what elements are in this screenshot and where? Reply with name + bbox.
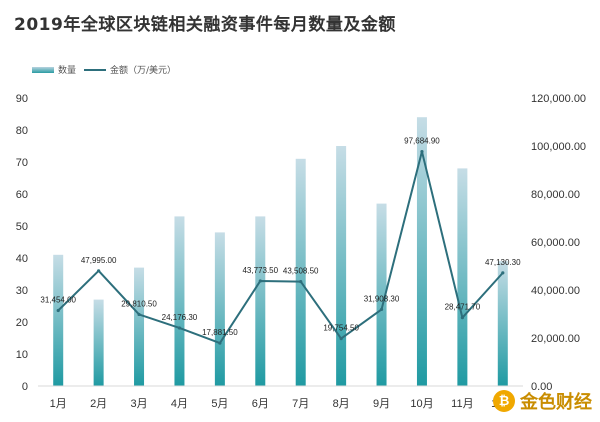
amount-data-label: 47,130.30: [485, 258, 521, 267]
y-right-tick-label: 80,000.00: [531, 189, 580, 201]
amount-point-3: [137, 312, 141, 317]
bar-8: [336, 146, 347, 386]
bar-7: [295, 158, 306, 386]
amount-data-label: 24,176.30: [162, 313, 198, 322]
y-right-tick-label: 20,000.00: [531, 333, 580, 345]
bar-12: [497, 261, 508, 386]
bar-9: [376, 203, 387, 386]
amount-point-1: [56, 308, 60, 313]
x-tick-label: 11月: [451, 398, 473, 410]
amount-point-10: [420, 149, 424, 154]
x-tick-label: 10月: [410, 398, 433, 410]
brand-name: 金色财经: [520, 392, 592, 413]
y-right-tick-label: 40,000.00: [531, 285, 580, 297]
x-tick-label: 4月: [171, 398, 188, 410]
x-tick-label: 6月: [252, 398, 269, 410]
bar-4: [174, 216, 185, 386]
amount-data-label: 19,754.50: [323, 324, 359, 333]
amount-line: [57, 150, 504, 345]
amount-data-label: 43,773.50: [242, 266, 278, 275]
amount-point-7: [299, 279, 303, 284]
legend-bar-swatch: [32, 66, 54, 73]
bar-5: [214, 232, 225, 386]
bar-1: [53, 254, 64, 386]
bar-2: [93, 299, 104, 386]
amount-data-label: 31,454.00: [40, 296, 76, 305]
brand-logo: ₿ 金色财经: [493, 388, 592, 414]
y-left-tick-label: 30: [16, 285, 28, 297]
amount-point-6: [258, 279, 262, 283]
legend-series-amount: 金额（万/美元）: [110, 66, 177, 76]
y-right-tick-label: 120,000.00: [531, 93, 586, 105]
y-left-tick-label: 80: [16, 125, 28, 137]
bar-6: [255, 216, 266, 386]
brand-mark-icon: ₿: [493, 390, 515, 412]
legend-line-swatch: [84, 68, 107, 71]
amount-point-5: [218, 341, 222, 345]
amount-data-label: 97,684.90: [404, 137, 440, 146]
y-left-tick-label: 70: [16, 157, 28, 169]
bar-11: [457, 168, 468, 386]
amount-data-label: 31,908.30: [364, 294, 400, 303]
x-tick-label: 7月: [292, 398, 309, 410]
y-left-tick-label: 10: [16, 349, 28, 361]
amount-point-11: [460, 316, 464, 320]
amount-data-label: 43,508.50: [283, 267, 319, 276]
bar-3: [134, 267, 145, 386]
chart-legend: 数量 金额（万/美元）: [32, 63, 176, 76]
y-left-tick-label: 60: [16, 189, 28, 201]
y-left-tick-label: 50: [16, 221, 28, 233]
x-tick-label: 5月: [211, 398, 228, 410]
x-tick-label: 3月: [130, 398, 147, 410]
amount-data-label: 17,881.50: [202, 328, 238, 337]
amount-point-8: [339, 336, 343, 341]
legend-series-count: 数量: [58, 66, 77, 76]
y-right-tick-label: 60,000.00: [531, 237, 580, 249]
y-left-tick-label: 20: [16, 317, 28, 329]
y-right-tick-label: 0.00: [531, 381, 552, 393]
x-tick-label: 9月: [373, 398, 390, 410]
x-tick-label: 8月: [333, 398, 350, 410]
x-tick-label: 1月: [50, 398, 67, 410]
y-left-tick-label: 40: [16, 253, 28, 265]
amount-point-2: [97, 269, 101, 273]
bar-10: [416, 117, 427, 386]
y-left-tick-label: 0: [22, 381, 28, 393]
chart-title: 2019年全球区块链相关融资事件每月数量及金额: [14, 15, 396, 35]
amount-data-label: 47,995.00: [81, 256, 117, 265]
x-tick-label: 2月: [90, 398, 107, 410]
amount-point-9: [379, 307, 384, 312]
amount-point-12: [501, 271, 505, 275]
y-right-tick-label: 100,000.00: [531, 141, 586, 153]
y-left-tick-label: 90: [16, 93, 28, 105]
amount-point-4: [177, 326, 182, 330]
amount-data-label: 28,471.70: [445, 303, 481, 312]
amount-data-label: 29,810.50: [121, 299, 157, 308]
